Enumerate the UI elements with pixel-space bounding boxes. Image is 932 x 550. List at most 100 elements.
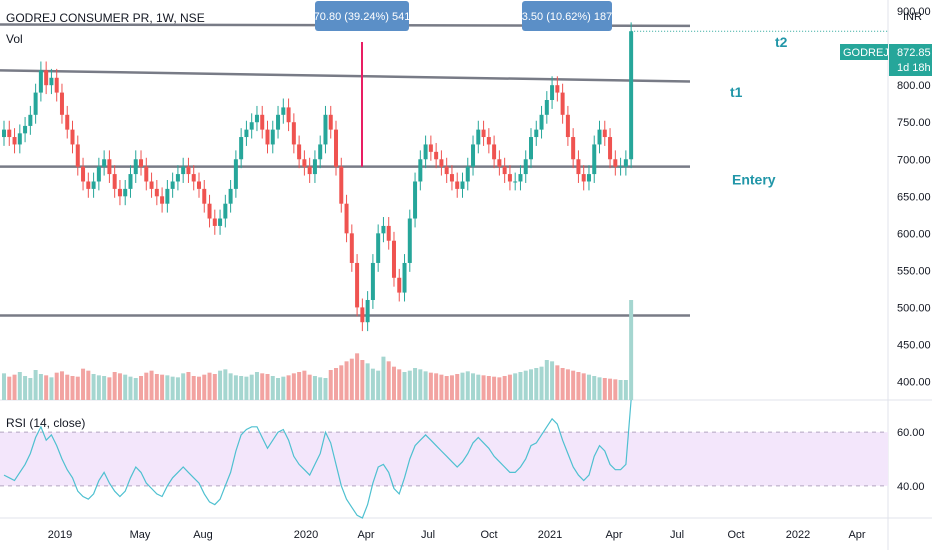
- volume-bar: [381, 356, 386, 400]
- rsi-band: [0, 432, 888, 486]
- volume-bar: [38, 374, 43, 400]
- volume-bar: [391, 366, 396, 400]
- volume-bar: [507, 374, 512, 400]
- candle-body: [54, 77, 59, 93]
- candle-body: [17, 133, 22, 145]
- candle-body: [286, 107, 291, 123]
- candle-body: [2, 129, 6, 138]
- rsi-panel: [0, 399, 888, 519]
- candle-body: [265, 129, 270, 145]
- candle-body: [70, 129, 75, 145]
- volume-bar: [144, 372, 149, 400]
- volume-label[interactable]: Vol: [6, 32, 23, 46]
- volume-bar: [218, 370, 223, 400]
- rsi-title[interactable]: RSI (14, close): [6, 416, 86, 430]
- candle-body: [597, 129, 602, 145]
- candle-body: [181, 166, 186, 175]
- candle-body: [355, 262, 360, 308]
- candle-body: [107, 159, 112, 175]
- volume-bar: [502, 376, 507, 400]
- volume-bar: [33, 370, 38, 400]
- candle-body: [618, 166, 623, 168]
- candle-body: [476, 129, 481, 145]
- volume-bar: [196, 376, 201, 400]
- volume-bar: [349, 358, 354, 400]
- candle-body: [65, 114, 70, 130]
- candle-body: [529, 137, 533, 160]
- volume-bar: [165, 375, 170, 400]
- volume-bar: [65, 374, 70, 400]
- candle-body: [471, 144, 476, 167]
- candle-body: [191, 174, 196, 182]
- candle-body: [481, 129, 486, 138]
- volume-bar: [418, 369, 423, 400]
- candle-body: [571, 137, 576, 160]
- volume-bar: [471, 373, 476, 400]
- volume-bar: [413, 368, 418, 400]
- volume-bar: [107, 377, 112, 400]
- volume-bar: [523, 370, 528, 400]
- candle-body: [228, 188, 233, 204]
- candle-body: [244, 129, 249, 138]
- candle-body: [460, 181, 465, 189]
- volume-bar: [534, 368, 539, 400]
- countdown-text: 1d 18h: [897, 62, 931, 74]
- volume-bar: [565, 369, 570, 400]
- candle-body: [560, 92, 565, 115]
- volume-bar: [54, 372, 59, 400]
- time-tick-label: 2022: [786, 529, 810, 541]
- candle-body: [513, 181, 518, 183]
- volume-bar: [59, 371, 64, 400]
- annotation-label: Entery: [732, 171, 776, 187]
- volume-bar: [223, 369, 228, 400]
- candle-body: [465, 166, 470, 182]
- volume-bar: [265, 374, 270, 400]
- time-tick-label: 2021: [538, 529, 562, 541]
- candlesticks: [2, 22, 634, 332]
- volume-bar: [370, 368, 375, 400]
- candle-body: [139, 159, 144, 167]
- volume-bar: [550, 361, 555, 400]
- volume-bar: [228, 373, 233, 400]
- volume-bar: [334, 368, 339, 400]
- candle-body: [202, 188, 207, 204]
- candle-body: [518, 174, 523, 182]
- volume-bar: [492, 376, 497, 400]
- candle-body: [339, 166, 344, 204]
- volume-bar: [102, 376, 107, 400]
- volume-bar: [254, 372, 259, 400]
- candle-body: [402, 262, 407, 293]
- candle-body: [86, 181, 91, 189]
- volume-bar: [276, 378, 281, 400]
- volume-bar: [328, 370, 333, 400]
- support-resistance-lines[interactable]: [0, 23, 888, 317]
- volume-bar: [581, 373, 586, 400]
- candle-body: [281, 107, 286, 115]
- volume-bar: [439, 374, 444, 400]
- candle-body: [391, 240, 396, 278]
- candle-body: [428, 144, 433, 152]
- symbol-tag-text: GODREJCP: [843, 47, 904, 59]
- candle-body: [276, 114, 281, 130]
- price-tick-label: 650.00: [897, 191, 931, 203]
- time-tick-label: Jul: [670, 529, 684, 541]
- candle-body: [149, 181, 154, 189]
- candle-body: [44, 70, 49, 86]
- volume-bar: [592, 376, 597, 400]
- axes: 400.00 450.00 500.00 550.00 600.00 650.00 700.…: [48, 6, 931, 541]
- candle-body: [523, 159, 528, 175]
- volume-bar: [312, 376, 317, 400]
- symbol-title[interactable]: GODREJ CONSUMER PR, 1W, NSE: [6, 11, 205, 25]
- volume-bar: [576, 372, 581, 400]
- candle-body: [128, 174, 133, 189]
- measure-callout-box: [315, 1, 409, 31]
- candle-body: [91, 181, 96, 189]
- candle-body: [233, 159, 238, 189]
- measure-tools[interactable]: 270.80 (39.24%) 5416 93.50 (10.62%) 1870: [308, 1, 619, 167]
- time-tick-label: Aug: [193, 529, 213, 541]
- volume-bar: [434, 373, 439, 400]
- candle-body: [170, 181, 175, 189]
- candle-body: [260, 114, 265, 130]
- volume-bar: [497, 377, 502, 400]
